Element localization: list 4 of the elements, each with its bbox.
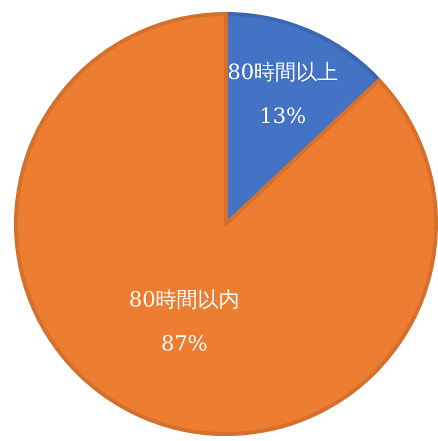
- data-label: 13%: [259, 104, 306, 128]
- slice-label: 80時間以上: [227, 60, 338, 84]
- slice-label: 80時間以内: [128, 287, 240, 312]
- data-label: 87%: [160, 331, 208, 356]
